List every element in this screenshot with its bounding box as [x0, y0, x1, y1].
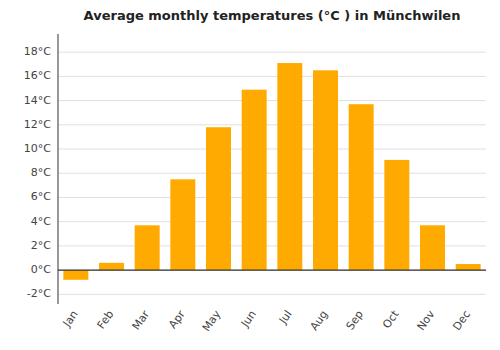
y-tick-label: 6°C	[31, 190, 51, 203]
x-tick-label: Jun	[238, 308, 259, 330]
y-tick-label: 14°C	[24, 94, 51, 107]
x-tick-label: Jan	[60, 308, 81, 330]
grid-line	[58, 52, 486, 53]
grid-line	[58, 294, 486, 295]
y-tick-label: 2°C	[31, 239, 51, 252]
grid-line	[58, 124, 486, 125]
bar	[313, 70, 338, 270]
grid-line	[58, 173, 486, 174]
y-tick-label: 18°C	[24, 45, 51, 58]
chart: Average monthly temperatures (°C ) in Mü…	[0, 0, 500, 350]
y-tick-label: 4°C	[31, 215, 51, 228]
y-tick-label: 16°C	[24, 69, 51, 82]
grid-line	[58, 197, 486, 198]
y-axis: -2°C 0°C 2°C 4°C 6°C 8°C 10°C 12°C 14°C 16°C 18°C	[24, 34, 58, 304]
x-tick-label: Apr	[166, 308, 188, 331]
bars	[63, 63, 480, 280]
x-axis: Jan Feb Mar Apr May Jun Jul Aug Sep Oct Nov Dec	[60, 307, 473, 334]
bar	[135, 225, 160, 270]
x-tick-label: Oct	[380, 307, 402, 331]
chart-container: Average monthly temperatures (°C ) in Mü…	[0, 0, 500, 350]
bar	[170, 179, 195, 270]
x-tick-label: Aug	[307, 308, 330, 333]
bar	[99, 263, 124, 270]
x-tick-label: Dec	[450, 308, 473, 333]
bar	[206, 127, 231, 270]
y-tick-label: 10°C	[24, 142, 51, 155]
y-tick-label: 8°C	[31, 166, 51, 179]
bar	[242, 90, 267, 270]
x-tick-label: Mar	[130, 308, 153, 333]
grid-line	[58, 149, 486, 150]
bar	[384, 160, 409, 270]
bar	[63, 270, 88, 280]
zero-line	[58, 269, 486, 270]
title: Average monthly temperatures (°C ) in Mü…	[84, 8, 461, 23]
bar	[420, 225, 445, 270]
x-tick-label: May	[200, 308, 224, 334]
grid	[58, 52, 486, 294]
grid-line	[58, 76, 486, 77]
grid-line	[58, 270, 486, 271]
y-tick-label: 0°C	[31, 263, 51, 276]
grid-line	[58, 100, 486, 101]
bar	[349, 104, 374, 270]
bar	[456, 264, 481, 270]
x-tick-label: Sep	[344, 308, 367, 332]
bar	[277, 63, 302, 270]
y-axis-line	[58, 34, 59, 304]
y-tick-label: 12°C	[24, 118, 51, 131]
y-tick-label: -2°C	[27, 287, 51, 300]
x-tick-label: Feb	[95, 308, 117, 331]
x-tick-label: Nov	[414, 308, 437, 333]
grid-line	[58, 221, 486, 222]
x-tick-label: Jul	[276, 308, 295, 327]
